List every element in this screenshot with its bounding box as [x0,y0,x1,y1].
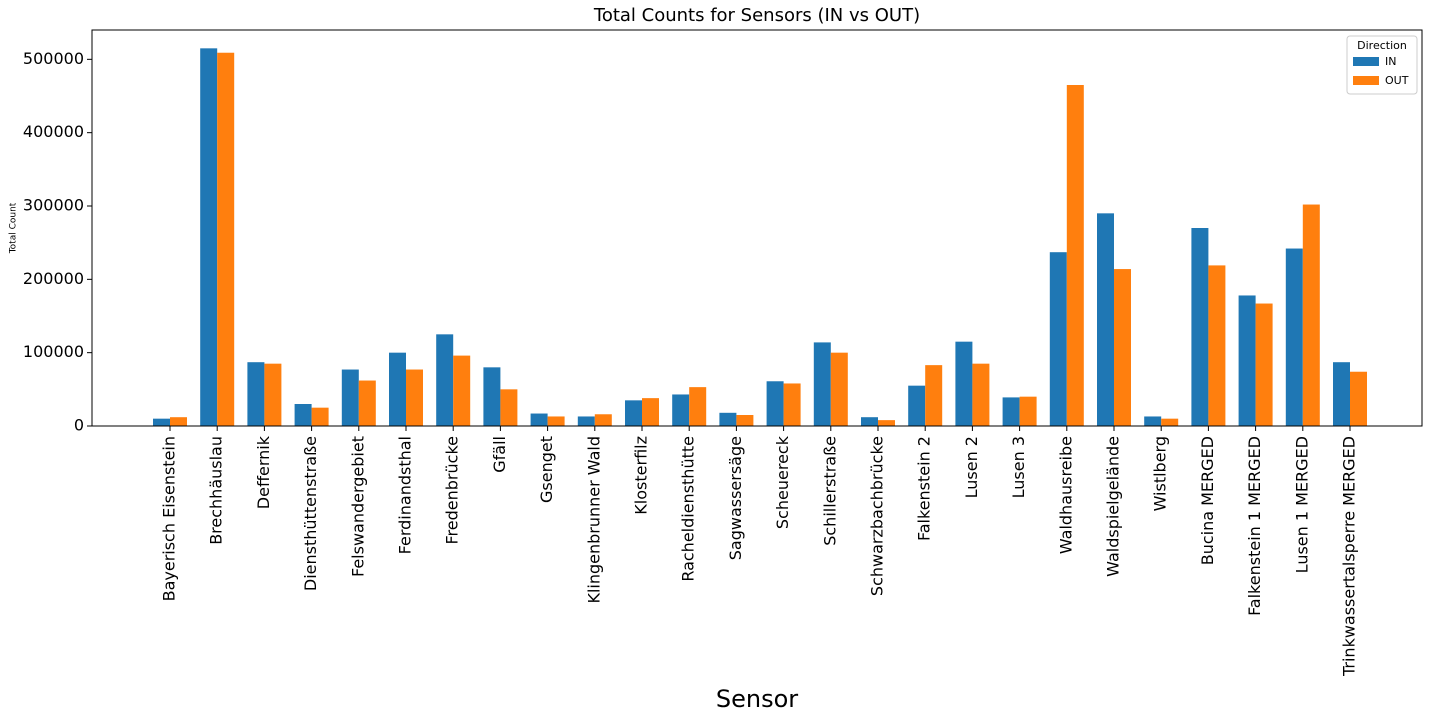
bar [483,367,501,426]
bar [389,352,406,426]
bar [1161,418,1179,426]
x-tick-label: Bayerisch Eisenstein [160,436,179,601]
bar [972,363,990,426]
x-tick-label: Gsenget [537,436,556,503]
x-tick-label: Klingenbrunner Wald [584,436,603,604]
x-tick-label: Bucina MERGED [1198,436,1217,565]
bar [264,363,282,426]
y-tick-label: 100000 [23,342,84,361]
bar [736,415,754,426]
bar [500,389,518,426]
bar [1350,371,1367,426]
bar [311,407,329,426]
bar [1302,204,1320,426]
bar [783,383,801,426]
x-tick-label: Fredenbrücke [443,436,462,544]
bar [925,365,943,426]
bar [642,398,659,426]
bar [625,400,642,426]
plot-frame [91,29,1423,427]
bar [153,418,170,426]
bar [1144,416,1162,426]
chart-title: Total Counts for Sensors (IN vs OUT) [593,5,920,26]
bar [547,416,565,426]
bar [170,417,187,426]
bar [200,48,218,426]
y-tick-label: 500000 [23,49,84,68]
x-tick-label: Racheldiensthütte [679,436,698,582]
y-tick-label: 400000 [23,122,84,141]
y-tick-label: 0 [74,416,84,435]
bar [1208,265,1226,426]
bar [247,362,265,426]
bar [358,380,376,426]
bar [1019,396,1037,426]
bar [577,416,595,426]
x-tick-label: Lusen 3 [1009,436,1028,498]
x-tick-label: Felswandergebiet [348,436,367,577]
bar [1191,228,1209,426]
bar [436,334,454,426]
legend-label: OUT [1385,74,1409,87]
x-tick-label: Diensthüttenstraße [301,436,320,591]
bar [672,394,690,426]
legend-swatch [1353,57,1379,66]
x-tick-label: Klosterfilz [632,436,651,515]
bar [955,341,973,426]
y-tick-label: 300000 [23,196,84,215]
bar [406,369,423,426]
x-tick-label: Scheuereck [773,435,792,529]
bar [1285,248,1303,426]
x-tick-label: Falkenstein 1 MERGED [1245,436,1264,616]
bar [1238,295,1256,426]
bar [908,385,926,426]
bar [878,420,895,426]
legend-title: Direction [1357,39,1407,52]
x-tick-label: Schwarzbachbrücke [868,436,887,596]
x-tick-label: Falkenstein 2 [915,436,934,541]
legend-label: IN [1385,55,1396,68]
bar [719,412,737,426]
bar [294,404,312,426]
bar [766,381,784,426]
bar [813,342,831,426]
y-axis-label: Total Count [9,202,19,254]
x-tick-label: Sagwassersäge [726,436,745,560]
bar [1002,397,1020,426]
bar [861,417,878,426]
x-tick-label: Waldspielgelände [1104,436,1123,577]
legend-swatch [1353,76,1379,85]
x-axis-label: Sensor [716,685,798,713]
bar [830,352,848,426]
bar [1097,213,1114,426]
x-tick-label: Schillerstraße [820,436,839,546]
bar [1255,303,1273,426]
x-tick-label: Ferdinandsthal [396,436,415,554]
x-tick-label: Wistlberg [1151,436,1170,511]
bar [341,369,359,426]
x-tick-label: Lusen 2 [962,436,981,498]
bar [453,355,471,426]
x-tick-label: Trinkwassertalsperre MERGED [1340,436,1359,677]
bar [689,387,707,426]
bar [217,52,235,426]
x-tick-label: Brechhäuslau [207,436,226,545]
x-tick-label: Deffernik [254,435,273,509]
y-tick-label: 200000 [23,269,84,288]
bar [530,413,548,426]
bar [1114,269,1131,426]
x-tick-label: Lusen 1 MERGED [1292,436,1311,573]
x-tick-label: Gfäll [490,436,509,473]
bar [1333,362,1350,426]
bar [1049,252,1067,426]
x-tick-label: Waldhausreibe [1056,436,1075,554]
bar [594,414,612,426]
bar [1066,85,1084,426]
